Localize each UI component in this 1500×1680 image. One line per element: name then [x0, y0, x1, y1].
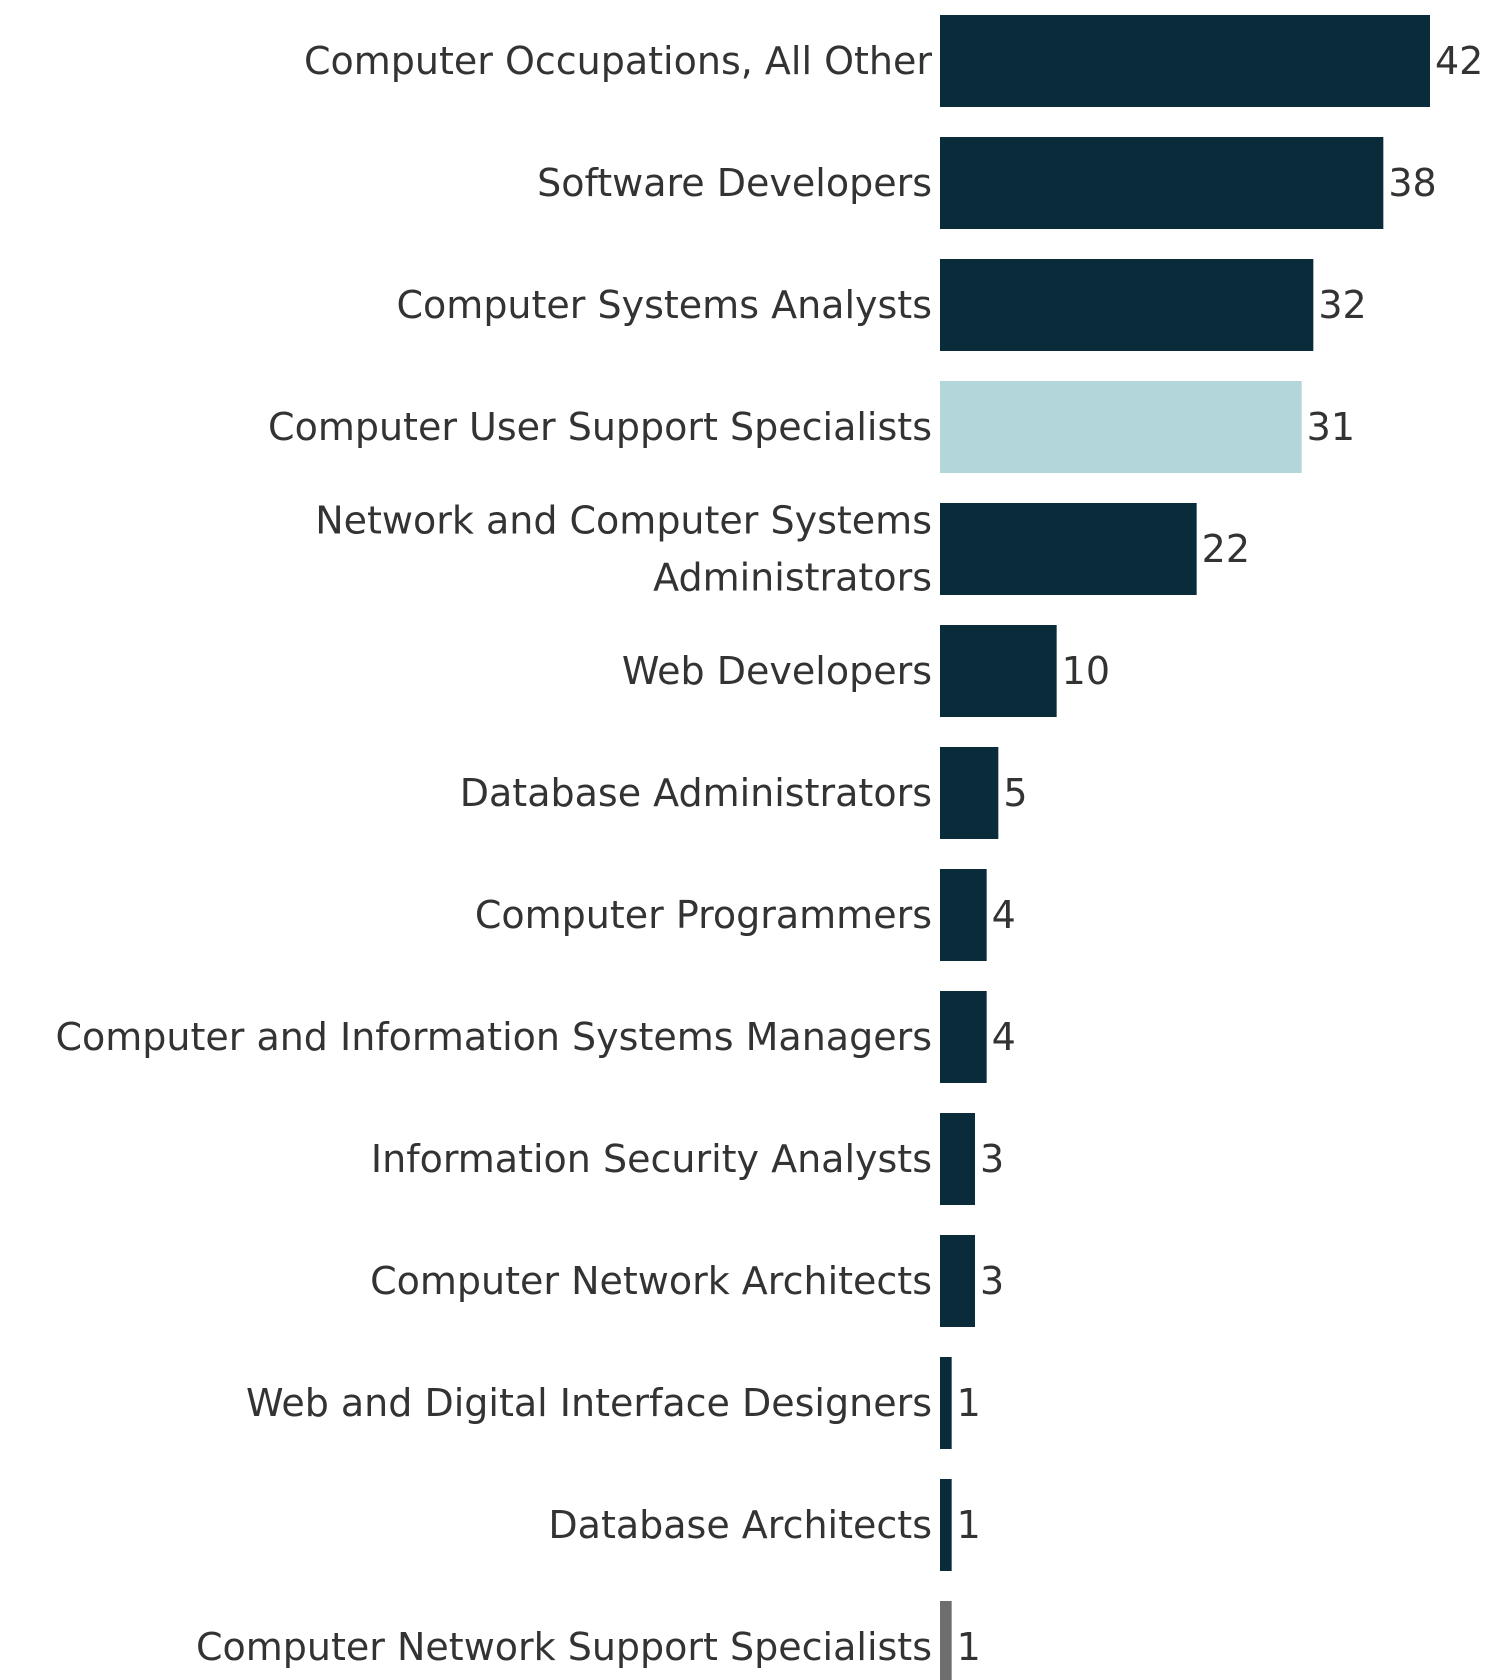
category-label: Network and Computer Systems Administrato… [315, 499, 932, 600]
bar [940, 991, 987, 1083]
bar [940, 1479, 952, 1571]
category-label-line: Database Architects [548, 1503, 932, 1547]
bar [940, 625, 1057, 717]
category-label: Database Architects [548, 1503, 932, 1547]
category-label: Computer and Information Systems Manager… [55, 1015, 932, 1059]
category-label-line: Information Security Analysts [371, 1137, 932, 1181]
value-label: 22 [1202, 527, 1250, 571]
value-label: 42 [1435, 39, 1483, 83]
category-label-line: Computer Network Support Specialists [196, 1625, 932, 1669]
bar [940, 1113, 975, 1205]
category-label-line: Network and Computer Systems [315, 499, 932, 543]
category-label: Computer Network Architects [370, 1259, 932, 1303]
bars [940, 15, 1430, 1680]
category-label: Information Security Analysts [371, 1137, 932, 1181]
category-label-line: Administrators [653, 556, 932, 600]
value-label: 1 [957, 1381, 981, 1425]
bar [940, 503, 1197, 595]
bar [940, 747, 999, 839]
value-label: 4 [992, 1015, 1016, 1059]
category-label: Computer Network Support Specialists [196, 1625, 932, 1669]
bar [940, 137, 1384, 229]
value-label: 4 [992, 893, 1016, 937]
category-label-line: Web and Digital Interface Designers [246, 1381, 932, 1425]
category-label-line: Software Developers [537, 161, 932, 205]
category-label-line: Computer User Support Specialists [268, 405, 932, 449]
category-label-line: Computer Programmers [475, 893, 932, 937]
category-label-line: Computer Network Architects [370, 1259, 932, 1303]
bar [940, 15, 1430, 107]
value-label: 3 [980, 1259, 1004, 1303]
category-label: Database Administrators [460, 771, 932, 815]
value-label: 10 [1062, 649, 1110, 693]
bar [940, 1601, 952, 1680]
category-label: Web and Digital Interface Designers [246, 1381, 932, 1425]
category-label-line: Database Administrators [460, 771, 932, 815]
value-label: 31 [1307, 405, 1355, 449]
bar [940, 1235, 975, 1327]
category-label: Web Developers [622, 649, 932, 693]
bar [940, 381, 1302, 473]
category-label: Software Developers [537, 161, 932, 205]
value-label: 38 [1388, 161, 1436, 205]
bar [940, 1357, 952, 1449]
category-label-line: Computer Systems Analysts [397, 283, 932, 327]
bar [940, 869, 987, 961]
category-label-line: Computer and Information Systems Manager… [55, 1015, 932, 1059]
value-label: 3 [980, 1137, 1004, 1181]
value-label: 5 [1003, 771, 1027, 815]
value-label: 1 [957, 1625, 981, 1669]
category-label: Computer Systems Analysts [397, 283, 932, 327]
category-label: Computer User Support Specialists [268, 405, 932, 449]
value-label: 1 [957, 1503, 981, 1547]
category-label: Computer Programmers [475, 893, 932, 937]
category-label: Computer Occupations, All Other [304, 39, 932, 83]
value-label: 32 [1318, 283, 1366, 327]
category-label-line: Web Developers [622, 649, 932, 693]
bar [940, 259, 1314, 351]
category-labels: Computer Occupations, All Other Software … [55, 39, 932, 1669]
category-label-line: Computer Occupations, All Other [304, 39, 932, 83]
